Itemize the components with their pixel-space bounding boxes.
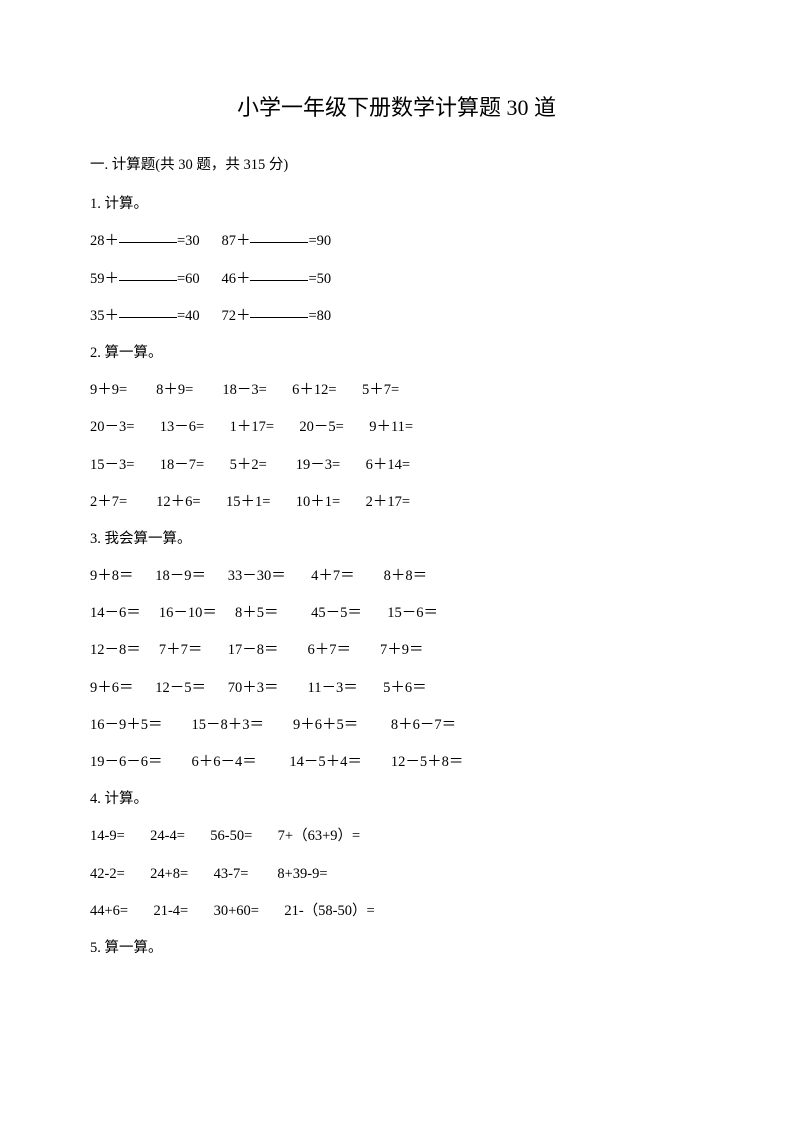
problem-4-row: 44+6= 21-4= 30+60= 21-（58-50）=: [90, 900, 703, 923]
fill-blank: [119, 242, 177, 243]
problem-1-row: 35＋ =40 72＋ =80: [90, 305, 703, 328]
problem-4-label: 4. 计算。: [90, 788, 703, 811]
expr-post: =30: [177, 233, 200, 249]
expr-pre: 87＋: [221, 233, 250, 249]
problem-3-rows: 9＋8＝ 18－9＝ 33－30＝ 4＋7＝ 8＋8＝ 14－6＝ 16－10＝…: [90, 565, 703, 774]
problem-1-rows: 28＋ =30 87＋ =90 59＋ =60 46＋ =50 35＋ =40 72＋ =80: [90, 230, 703, 328]
fill-blank: [250, 280, 308, 281]
problem-2-row: 2＋7= 12＋6= 15＋1= 10＋1= 2＋17=: [90, 491, 703, 514]
problem-1-label: 1. 计算。: [90, 193, 703, 216]
expr-pre: 28＋: [90, 233, 119, 249]
problem-3-row: 19－6－6＝ 6＋6－4＝ 14－5＋4＝ 12－5＋8＝: [90, 751, 703, 774]
problem-3-row: 16－9＋5＝ 15－8＋3＝ 9＋6＋5＝ 8＋6－7＝: [90, 714, 703, 737]
fill-blank: [250, 242, 308, 243]
problem-2-row: 9＋9= 8＋9= 18－3= 6＋12= 5＋7=: [90, 379, 703, 402]
expr-post: =40: [177, 308, 200, 324]
problem-3-row: 9＋6＝ 12－5＝ 70＋3＝ 11－3＝ 5＋6＝: [90, 677, 703, 700]
problem-3-row: 9＋8＝ 18－9＝ 33－30＝ 4＋7＝ 8＋8＝: [90, 565, 703, 588]
problem-2-label: 2. 算一算。: [90, 342, 703, 365]
col-gap: [200, 308, 222, 324]
expr-post: =90: [308, 233, 331, 249]
problem-3-label: 3. 我会算一算。: [90, 528, 703, 551]
fill-blank: [250, 317, 308, 318]
expr-post: =60: [177, 271, 200, 287]
problem-4-rows: 14-9= 24-4= 56-50= 7+（63+9）= 42-2= 24+8=…: [90, 825, 703, 923]
problem-4-row: 14-9= 24-4= 56-50= 7+（63+9）=: [90, 825, 703, 848]
problem-2-rows: 9＋9= 8＋9= 18－3= 6＋12= 5＋7= 20－3= 13－6= 1…: [90, 379, 703, 514]
expr-post: =50: [308, 271, 331, 287]
fill-blank: [119, 280, 177, 281]
problem-4-row: 42-2= 24+8= 43-7= 8+39-9=: [90, 863, 703, 886]
col-gap: [200, 271, 222, 287]
problem-1-row: 28＋ =30 87＋ =90: [90, 230, 703, 253]
problem-3-row: 14－6＝ 16－10＝ 8＋5＝ 45－5＝ 15－6＝: [90, 602, 703, 625]
problem-2-row: 20－3= 13－6= 1＋17= 20－5= 9＋11=: [90, 416, 703, 439]
page-title: 小学一年级下册数学计算题 30 道: [90, 90, 703, 122]
expr-pre: 46＋: [221, 271, 250, 287]
problem-3-row: 12－8＝ 7＋7＝ 17－8＝ 6＋7＝ 7＋9＝: [90, 639, 703, 662]
expr-pre: 72＋: [221, 308, 250, 324]
problem-2-row: 15－3= 18－7= 5＋2= 19－3= 6＋14=: [90, 454, 703, 477]
expr-pre: 59＋: [90, 271, 119, 287]
fill-blank: [119, 317, 177, 318]
section-header: 一. 计算题(共 30 题，共 315 分): [90, 154, 703, 177]
col-gap: [200, 233, 222, 249]
problem-5-label: 5. 算一算。: [90, 937, 703, 960]
expr-post: =80: [308, 308, 331, 324]
expr-pre: 35＋: [90, 308, 119, 324]
problem-1-row: 59＋ =60 46＋ =50: [90, 268, 703, 291]
